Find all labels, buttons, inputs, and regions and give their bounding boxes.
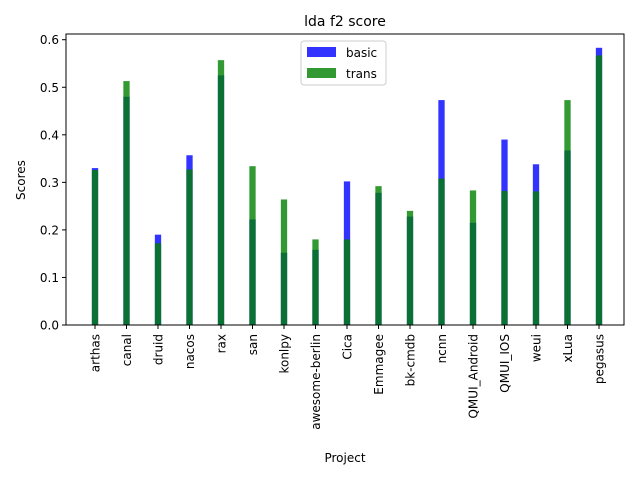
x-tick-label-xlua: xLua [561,334,575,363]
bar-trans-canal [123,81,130,325]
axes-layer: 0.0 0.1 0.2 0.3 0.4 0.5 0.6 arthas canal druid nac… [40,33,607,430]
legend-label-trans: trans [346,67,377,81]
bar-trans-weui [532,191,540,325]
x-tick-label-weui: weui [530,334,544,362]
bar-trans-qmui-ios [501,190,508,325]
x-tick-label-arthas: arthas [89,334,103,372]
bar-trans-awesome-berlin [312,239,319,325]
x-tick-label-druid: druid [152,334,166,365]
x-tick-label-ncnn: ncnn [435,334,449,363]
x-tick-label-rax: rax [215,334,229,353]
bar-trans-arthas [91,169,99,325]
y-axis-label: Scores [14,160,28,200]
bar-trans-bk-cmdb [406,210,414,325]
y-tick-label: 0.4 [40,128,59,142]
x-tick-label-san: san [246,334,260,355]
plot-frame [65,33,625,326]
y-tick-label: 0.5 [40,81,59,95]
chart-title: lda f2 score [304,14,386,30]
bar-trans-qmui-android [469,190,477,325]
legend: basic trans [300,40,387,86]
y-tick-label: 0.3 [40,176,59,190]
y-tick-label: 0.6 [40,33,59,47]
legend-swatch-basic [307,47,336,57]
bars-layer [91,47,603,326]
x-tick-label-canal: canal [120,334,134,366]
x-tick-label-qmui-ios: QMUI_IOS [498,334,512,393]
x-tick-label-nacos: nacos [183,334,197,369]
bar-trans-nacos [186,169,193,325]
x-tick-label-pegasus: pegasus [593,334,607,384]
bar-trans-rax [217,60,225,326]
x-tick-label-emmagee: Emmagee [372,334,386,395]
legend-label-basic: basic [346,46,377,60]
bar-trans-emmagee [375,186,382,325]
legend-swatch-trans [307,68,336,78]
x-tick-label-qmui-android: QMUI_Android [467,334,481,419]
x-tick-label-bk-cmdb: bk-cmdb [404,334,418,386]
y-tick-label: 0.2 [40,223,59,237]
bar-trans-xlua [564,100,571,325]
bar-trans-druid [154,243,162,325]
bar-trans-konlpy [280,199,288,325]
bar-trans-ncnn [438,178,445,325]
x-tick-label-konlpy: konlpy [278,334,292,374]
y-tick-label: 0.1 [40,271,59,285]
y-tick-label: 0.0 [40,319,59,333]
bar-trans-pegasus [595,55,603,326]
x-tick-label-cica: Cica [341,334,355,360]
bar-trans-san [249,166,256,325]
x-tick-label-awesome-berlin: awesome-berlin [309,334,323,430]
x-axis-label: Project [324,451,365,465]
bar-trans-cica [343,239,351,325]
